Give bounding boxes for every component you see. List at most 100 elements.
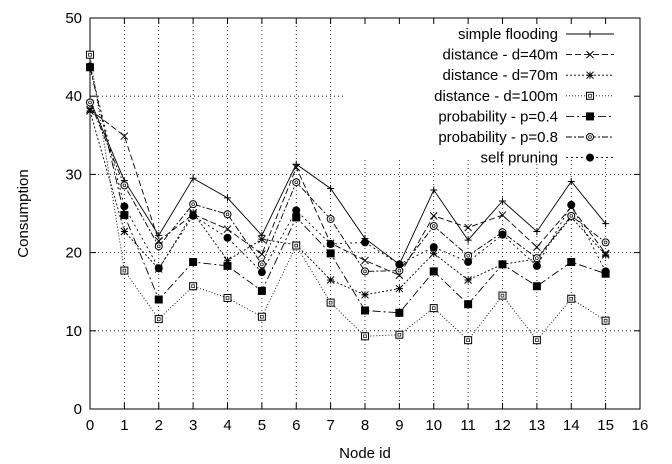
- x-tick-label: 2: [155, 417, 163, 434]
- data-point: [223, 225, 232, 233]
- data-point: [498, 291, 507, 300]
- data-point: [189, 200, 198, 209]
- data-point: [154, 242, 163, 251]
- data-point: [86, 98, 94, 107]
- data-point-inner: [294, 180, 299, 184]
- data-point-inner: [569, 214, 573, 218]
- legend-label: probability - p=0.8: [438, 129, 558, 146]
- data-point: [361, 238, 369, 247]
- data-point-inner: [122, 183, 127, 188]
- data-point-inner: [157, 317, 161, 321]
- data-point: [189, 282, 198, 291]
- data-point-inner: [328, 217, 333, 221]
- y-axis-label: Consumption: [15, 169, 32, 257]
- data-point: [223, 261, 232, 270]
- data-point: [257, 312, 266, 321]
- legend-label: simple flooding: [458, 26, 558, 43]
- data-point-inner: [363, 269, 367, 274]
- x-tick-label: 3: [189, 417, 197, 434]
- data-point: [120, 181, 129, 190]
- legend-marker: [586, 112, 594, 121]
- data-point-inner: [122, 268, 127, 273]
- data-point: [86, 62, 94, 71]
- series-line: [89, 66, 606, 273]
- y-tick-label: 0: [74, 401, 82, 418]
- data-point: [155, 231, 163, 239]
- data-point: [567, 294, 576, 303]
- data-point: [361, 256, 369, 265]
- series-6: [86, 62, 610, 277]
- data-point: [499, 197, 506, 205]
- legend-entry-6: self pruning: [480, 150, 614, 167]
- data-point-inner: [191, 202, 195, 206]
- y-tick-label: 20: [65, 245, 82, 262]
- data-point-inner: [260, 262, 264, 267]
- y-tick-label: 30: [65, 166, 82, 183]
- data-point: [601, 267, 610, 276]
- y-tick-label: 50: [65, 10, 82, 27]
- data-point-inner: [432, 224, 436, 228]
- plot-series: [86, 50, 610, 345]
- data-point: [395, 260, 404, 269]
- legend-label: distance - d=100m: [434, 88, 558, 105]
- data-point: [532, 336, 541, 345]
- data-point: [464, 300, 473, 309]
- legend-entry-0: simple flooding: [458, 26, 614, 43]
- x-tick-label: 12: [494, 417, 511, 434]
- data-point-inner: [225, 212, 230, 217]
- data-point: [429, 249, 438, 258]
- legend: simple flooding distance - d=40m distance …: [434, 26, 614, 167]
- data-point-inner: [535, 256, 539, 260]
- data-point-inner: [397, 332, 402, 337]
- y-tick-label: 10: [65, 323, 82, 340]
- data-point: [567, 200, 576, 209]
- data-point: [120, 266, 129, 275]
- legend-entry-3: distance - d=100m: [434, 88, 614, 105]
- data-point-inner: [603, 318, 608, 323]
- data-point: [464, 257, 473, 266]
- data-point-inner: [88, 53, 92, 57]
- x-tick-label: 14: [563, 417, 580, 434]
- data-point: [86, 107, 94, 115]
- data-point-inner: [603, 240, 608, 245]
- legend-label: distance - d=40m: [443, 47, 558, 64]
- data-point: [120, 132, 129, 140]
- legend-marker: [586, 91, 594, 100]
- data-point-inner: [157, 244, 161, 249]
- data-point: [257, 268, 266, 277]
- data-point: [224, 194, 231, 202]
- data-point: [429, 211, 438, 220]
- data-point: [429, 243, 438, 252]
- data-point: [292, 178, 301, 187]
- data-point-inner: [294, 243, 299, 248]
- data-point: [361, 290, 369, 299]
- x-tick-label: 8: [361, 417, 369, 434]
- data-point: [532, 254, 541, 263]
- data-point: [567, 257, 576, 266]
- legend-entry-1: distance - d=40m: [443, 47, 614, 64]
- data-point-inner: [328, 300, 333, 305]
- data-point: [464, 223, 472, 232]
- data-point-inner: [500, 293, 505, 298]
- legend-marker-inner: [588, 135, 592, 139]
- legend-marker: [586, 30, 594, 38]
- data-point: [189, 211, 198, 220]
- data-point: [567, 177, 575, 185]
- data-point: [326, 214, 335, 223]
- data-point: [292, 206, 301, 215]
- data-point-inner: [88, 100, 92, 105]
- legend-marker: [586, 133, 594, 141]
- data-point-inner: [466, 253, 470, 258]
- data-point-inner: [397, 268, 402, 273]
- data-point: [223, 233, 232, 242]
- legend-label: self pruning: [480, 150, 558, 167]
- legend-entry-5: probability - p=0.8: [438, 129, 614, 146]
- legend-marker: [586, 50, 594, 59]
- legend-entry-4: probability - p=0.4: [438, 108, 614, 125]
- data-point: [120, 211, 129, 220]
- data-point: [223, 293, 232, 302]
- data-point: [223, 256, 232, 265]
- data-point: [154, 264, 163, 273]
- series-5: [86, 98, 610, 276]
- data-point: [464, 336, 473, 345]
